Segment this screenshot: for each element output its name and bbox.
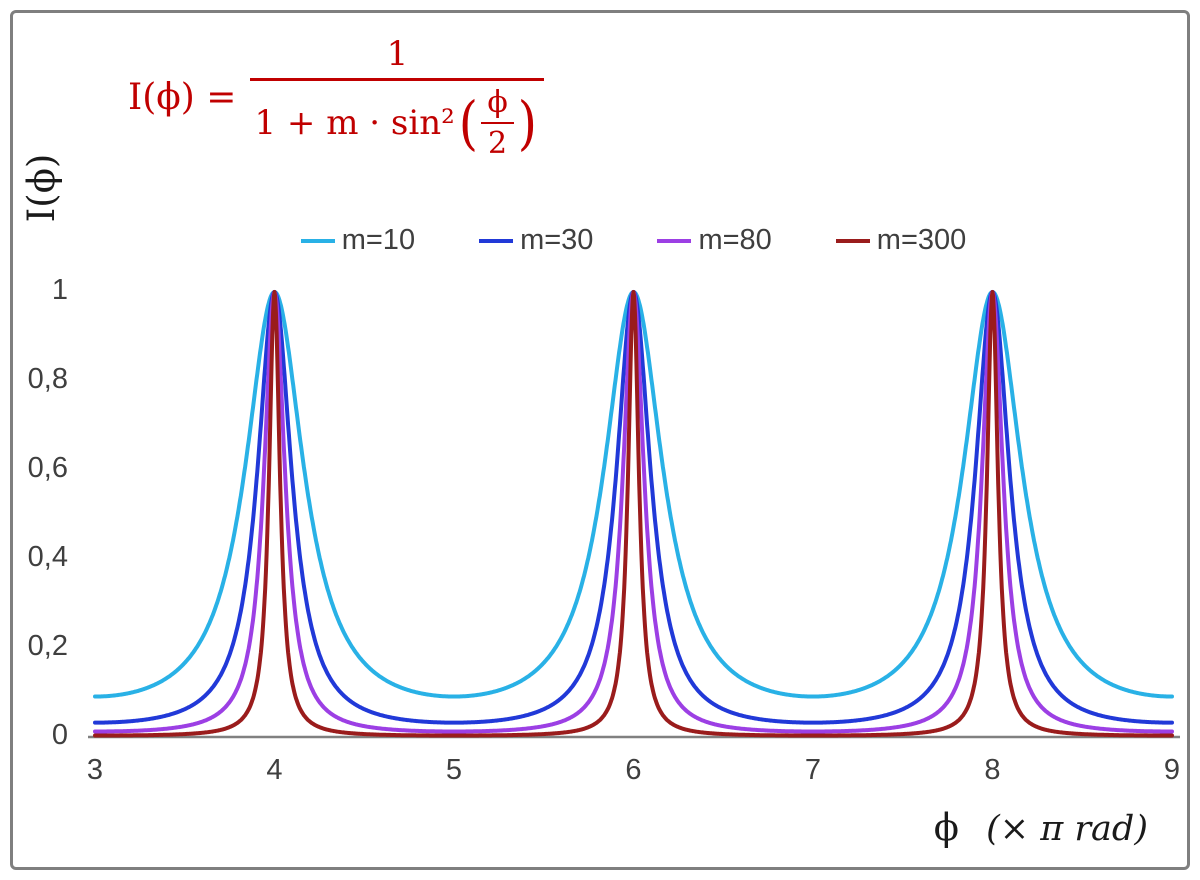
inner-fraction: ϕ 2 bbox=[481, 85, 514, 161]
y-axis-title: I(ϕ) bbox=[20, 126, 63, 250]
formula-den-prefix: 1 + m · sin² bbox=[254, 103, 455, 143]
legend: m=10 m=30 m=80 m=300 bbox=[95, 224, 1172, 257]
formula-fraction: 1 1 + m · sin² ( ϕ 2 ) bbox=[250, 34, 545, 161]
legend-label: m=10 bbox=[341, 224, 416, 256]
formula: I(ϕ) = 1 1 + m · sin² ( ϕ 2 ) bbox=[128, 34, 545, 161]
legend-label: m=80 bbox=[698, 224, 772, 256]
close-paren: ) bbox=[517, 88, 537, 157]
x-tick-label: 5 bbox=[445, 754, 463, 786]
legend-label: m=30 bbox=[520, 224, 594, 256]
legend-item: m=300 bbox=[835, 224, 967, 257]
x-tick-label: 4 bbox=[266, 754, 283, 786]
y-tick-label: 1 bbox=[51, 274, 68, 306]
x-tick-label: 9 bbox=[1163, 754, 1181, 786]
legend-item: m=30 bbox=[479, 224, 593, 257]
y-tick-label: 0,4 bbox=[27, 541, 68, 573]
y-tick-label: 0,8 bbox=[27, 363, 68, 395]
x-tick-label: 8 bbox=[984, 754, 1001, 786]
legend-swatch bbox=[300, 238, 335, 243]
fraction-bar bbox=[250, 78, 545, 81]
y-axis-title-text: I(ϕ) bbox=[20, 153, 63, 223]
legend-swatch bbox=[835, 238, 870, 243]
curve-m=300 bbox=[93, 290, 1174, 738]
y-tick-label: 0 bbox=[51, 719, 68, 751]
inner-numerator: ϕ bbox=[487, 85, 508, 120]
curve-m=80 bbox=[93, 290, 1174, 734]
x-axis-title-unit: (× π rad) bbox=[986, 809, 1148, 849]
legend-item: m=10 bbox=[300, 224, 416, 257]
legend-item: m=80 bbox=[657, 224, 772, 257]
formula-numerator: 1 bbox=[386, 34, 409, 74]
legend-swatch bbox=[657, 238, 692, 243]
x-axis-title: ϕ (× π rad) bbox=[934, 806, 1148, 849]
formula-denominator: 1 + m · sin² ( ϕ 2 ) bbox=[250, 85, 544, 161]
x-axis-title-phi: ϕ bbox=[933, 806, 959, 849]
open-paren: ( bbox=[458, 88, 478, 157]
y-tick-label: 0,6 bbox=[27, 452, 68, 484]
x-tick-label: 6 bbox=[625, 754, 642, 786]
y-tick-label: 0,2 bbox=[27, 630, 68, 662]
legend-swatch bbox=[479, 238, 514, 243]
legend-label: m=300 bbox=[876, 224, 967, 256]
x-tick-label: 3 bbox=[86, 754, 104, 786]
x-tick-label: 7 bbox=[804, 754, 822, 786]
formula-lhs: I(ϕ) = bbox=[128, 77, 237, 118]
inner-denominator: 2 bbox=[488, 126, 508, 161]
inner-fraction-bar bbox=[481, 122, 514, 124]
curve-m=30 bbox=[93, 290, 1174, 725]
